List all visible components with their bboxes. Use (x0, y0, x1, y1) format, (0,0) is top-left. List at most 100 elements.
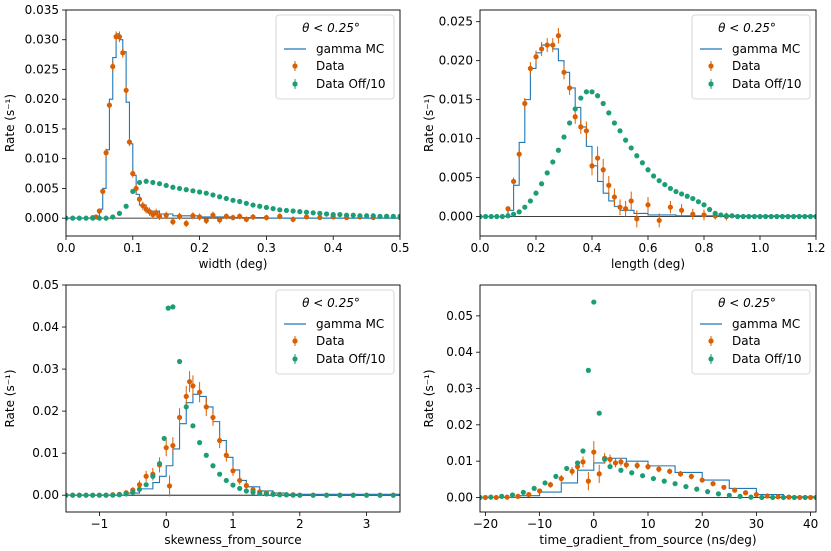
off-point (607, 464, 613, 470)
off-point (297, 209, 303, 215)
off-point (116, 210, 123, 216)
off-point (564, 465, 570, 472)
off-point (539, 181, 545, 187)
plot-area (480, 299, 816, 501)
data-point (527, 65, 534, 72)
legend: θ < 0.25° gamma MC Data Data Off/10 (275, 14, 395, 100)
data-point (176, 414, 183, 421)
off-point (337, 211, 343, 218)
data-point (120, 50, 126, 56)
data-point (572, 114, 578, 120)
off-point (223, 195, 229, 202)
off-point (310, 210, 316, 216)
off-point (377, 492, 383, 498)
off-point (718, 212, 724, 218)
y-axis-label: Rate (s⁻¹) (3, 94, 17, 152)
legend-box (691, 289, 811, 375)
off-point (323, 492, 330, 498)
off-point (243, 488, 249, 494)
data-point (547, 482, 554, 488)
off-point (143, 482, 149, 488)
off-point (170, 184, 176, 190)
off-point (283, 492, 290, 498)
off-point (701, 202, 707, 208)
off-point (203, 190, 209, 196)
off-point (672, 481, 678, 487)
off-point (748, 494, 754, 500)
y-tick-label: 0.005 (439, 171, 473, 185)
x-axis-label: skewness_from_source (164, 533, 301, 547)
y-tick-label: 0.015 (439, 93, 473, 107)
off-point (163, 182, 169, 189)
x-tick-label: 0.3 (257, 241, 276, 255)
data-point (607, 456, 613, 462)
off-point (397, 213, 400, 219)
off-point (390, 213, 396, 219)
y-tick-label: 0.010 (439, 132, 473, 146)
off-point (578, 95, 584, 101)
data-point (742, 490, 749, 496)
off-point (156, 461, 163, 467)
x-axis-label: length (deg) (611, 257, 685, 271)
data-points (505, 27, 730, 228)
legend-mc-label: gamma MC (316, 42, 384, 56)
y-tick-label: 0.020 (439, 54, 473, 68)
legend-box (275, 289, 395, 375)
panel-skewness: −1 0 1 2 3 0.00 0.01 0.02 0.03 0.04 0.05 skewness_f… (3, 278, 401, 547)
data-point (786, 494, 792, 500)
data-point (567, 85, 573, 91)
off-point (384, 213, 390, 219)
data-point (775, 494, 781, 500)
data-point (317, 214, 323, 221)
y-tick-label: 0.025 (25, 62, 59, 76)
off-point (297, 492, 303, 498)
off-point (83, 215, 89, 221)
off-point (66, 492, 69, 498)
off-point (110, 492, 116, 498)
off-point (759, 494, 765, 501)
y-tick-label: 0.02 (32, 404, 59, 418)
data-point (493, 494, 499, 501)
mc-step-line (66, 393, 400, 496)
off-point (76, 215, 82, 221)
off-point (70, 215, 76, 221)
panel-time_gradient: −20 −10 0 10 20 30 40 0.00 0.01 0.02 0.03 0.04 0.05 t… (422, 284, 818, 547)
off-point (330, 211, 336, 218)
data-point (197, 214, 203, 220)
x-tick-label: 30 (749, 517, 764, 531)
x-tick-label: 0.1 (123, 241, 142, 255)
off-point (544, 170, 550, 176)
off-point (303, 209, 310, 215)
y-tick-label: 0.015 (25, 122, 59, 136)
data-point (645, 202, 651, 208)
data-point (645, 464, 651, 470)
off-point (277, 492, 283, 498)
off-point (813, 494, 816, 501)
data-point (223, 452, 229, 458)
data-point (163, 212, 169, 218)
y-axis-label: Rate (s⁻¹) (422, 94, 436, 152)
y-tick-label: 0.01 (32, 446, 59, 460)
off-point (370, 213, 376, 219)
data-point (574, 464, 581, 470)
off-point (694, 486, 700, 492)
off-point (751, 213, 758, 220)
legend-data-label: Data (732, 334, 761, 348)
data-point (237, 213, 243, 219)
legend-data-swatch (292, 63, 298, 69)
off-point (516, 209, 522, 215)
legend-off-swatch (292, 356, 298, 362)
off-point (785, 213, 791, 220)
data-points (90, 31, 400, 228)
data-point (136, 196, 143, 202)
off-point (488, 213, 494, 220)
data-point (100, 188, 106, 194)
data-point (190, 213, 196, 219)
off-point (161, 435, 167, 442)
legend-box (691, 14, 811, 100)
off-point (796, 213, 802, 220)
off-point (96, 215, 102, 221)
off-point (123, 203, 129, 209)
off-point (522, 204, 528, 210)
off-point (480, 213, 483, 220)
